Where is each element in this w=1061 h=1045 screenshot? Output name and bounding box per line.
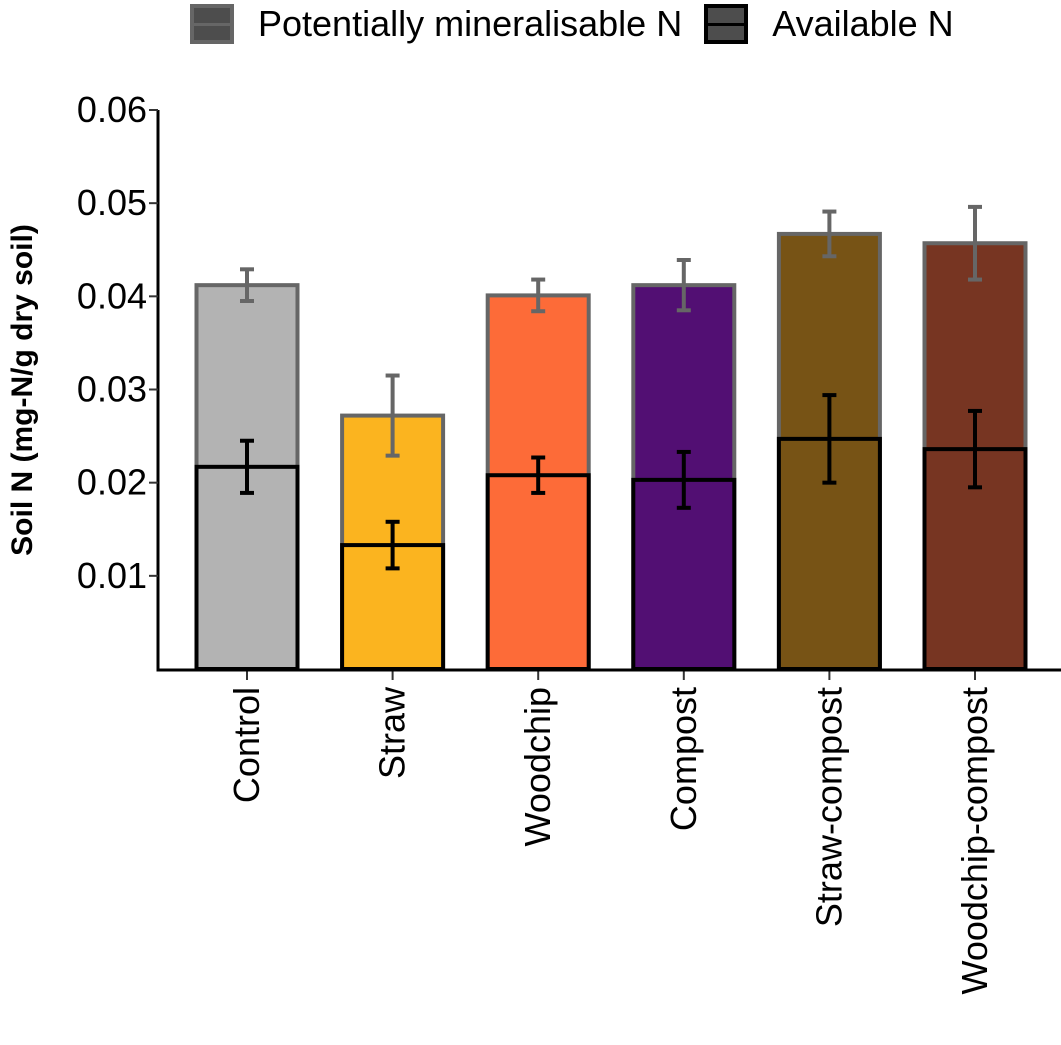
errorbar-available-compost [676, 449, 691, 510]
legend-label-potentially-mineralisable: Potentially mineralisable N [258, 3, 683, 44]
x-tick-label-woodchip-compost: Woodchip-compost [954, 687, 995, 994]
x-tick-label-compost: Compost [663, 687, 704, 831]
y-tick-label-0.04: 0.04 [77, 275, 147, 316]
errorbar-potential-straw [385, 373, 400, 458]
legend-item-potentially-mineralisable: Potentially mineralisable N [190, 3, 682, 45]
errorbar-available-straw-compost [822, 393, 837, 485]
x-tick-label-straw: Straw [372, 686, 413, 779]
errorbar-available-woodchip-compost [968, 408, 982, 490]
y-tick-label-0.06: 0.06 [77, 89, 147, 130]
errorbar-available-woodchip [531, 455, 546, 495]
legend-key-potentially-mineralisable [190, 4, 234, 44]
bar-available-compost [631, 477, 737, 671]
errorbar-potential-compost [676, 257, 691, 313]
y-tick-label-0.01: 0.01 [77, 555, 147, 596]
x-tick-label-straw-compost: Straw-compost [808, 687, 849, 927]
bars-layer [194, 204, 1028, 672]
bar-available-woodchip [485, 473, 591, 672]
errorbar-available-control [240, 438, 254, 495]
errorbar-potential-straw-compost [822, 209, 837, 259]
y-tick-label-0.03: 0.03 [77, 369, 147, 410]
bar-available-woodchip-compost [922, 447, 1028, 672]
x-tick-label-control: Control [226, 687, 267, 803]
legend-label-available: Available N [772, 3, 954, 44]
y-tick-label-0.05: 0.05 [77, 182, 147, 223]
y-tick-label-0.02: 0.02 [77, 462, 147, 503]
bar-available-control [194, 464, 300, 671]
legend-item-available: Available N [704, 3, 954, 45]
errorbar-potential-woodchip-compost [968, 204, 982, 282]
legend-key-available [704, 4, 749, 44]
errorbar-available-straw [385, 519, 400, 571]
legend: Potentially mineralisable N Available N [190, 0, 976, 48]
x-tick-label-woodchip: Woodchip [517, 687, 558, 846]
errorbar-potential-woodchip [531, 277, 546, 314]
axes-layer: Control Straw Woodchip Compost Straw-compost… [77, 89, 1061, 994]
errorbar-potential-control [240, 267, 254, 303]
